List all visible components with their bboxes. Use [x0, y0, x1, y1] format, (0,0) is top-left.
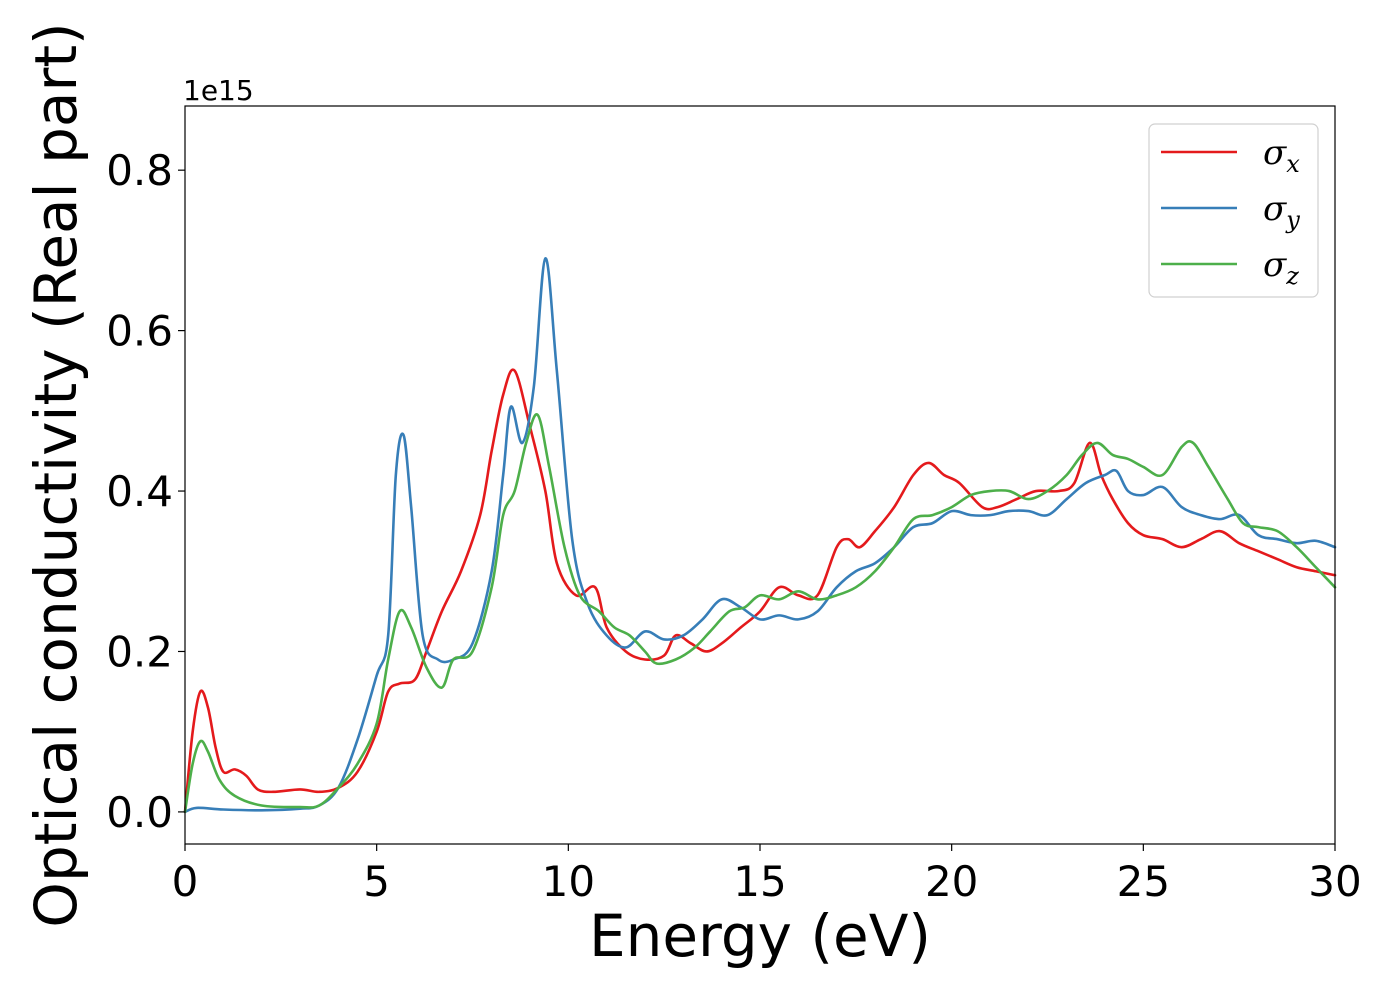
x-axis-title: Energy (eV) — [589, 902, 931, 970]
y-tick-label: 0.6 — [106, 307, 173, 356]
legend: σx σy σz — [1148, 123, 1319, 298]
x-tick-label: 25 — [1117, 857, 1170, 906]
legend-box — [1148, 123, 1319, 298]
series-line-z — [183, 413, 1337, 814]
x-tick-label: 10 — [542, 857, 595, 906]
legend-label-z: σz — [1263, 245, 1299, 290]
y-tick-label: 0.8 — [106, 146, 173, 195]
x-tick-label: 5 — [363, 857, 390, 906]
y-tick-label: 0.2 — [106, 627, 173, 676]
x-tick-label: 15 — [733, 857, 786, 906]
y-tick-label: 0.4 — [106, 467, 173, 516]
series-line-y — [183, 257, 1337, 814]
legend-label-x: σx — [1263, 133, 1300, 178]
y-axis-title: Optical conductivity (Real part) — [22, 22, 90, 927]
series-line-x — [183, 368, 1337, 814]
x-tick-label: 0 — [172, 857, 199, 906]
x-tick-label: 20 — [925, 857, 978, 906]
x-axis-ticks: 0 5 10 15 20 25 30 — [172, 844, 1362, 906]
y-axis-ticks: 0.0 0.2 0.4 0.6 0.8 — [106, 146, 185, 837]
y-axis-offset-text: 1e15 — [183, 74, 254, 107]
y-tick-label: 0.0 — [106, 788, 173, 837]
legend-label-y: σy — [1263, 189, 1300, 234]
series-layer — [183, 257, 1337, 814]
x-tick-label: 30 — [1308, 857, 1361, 906]
